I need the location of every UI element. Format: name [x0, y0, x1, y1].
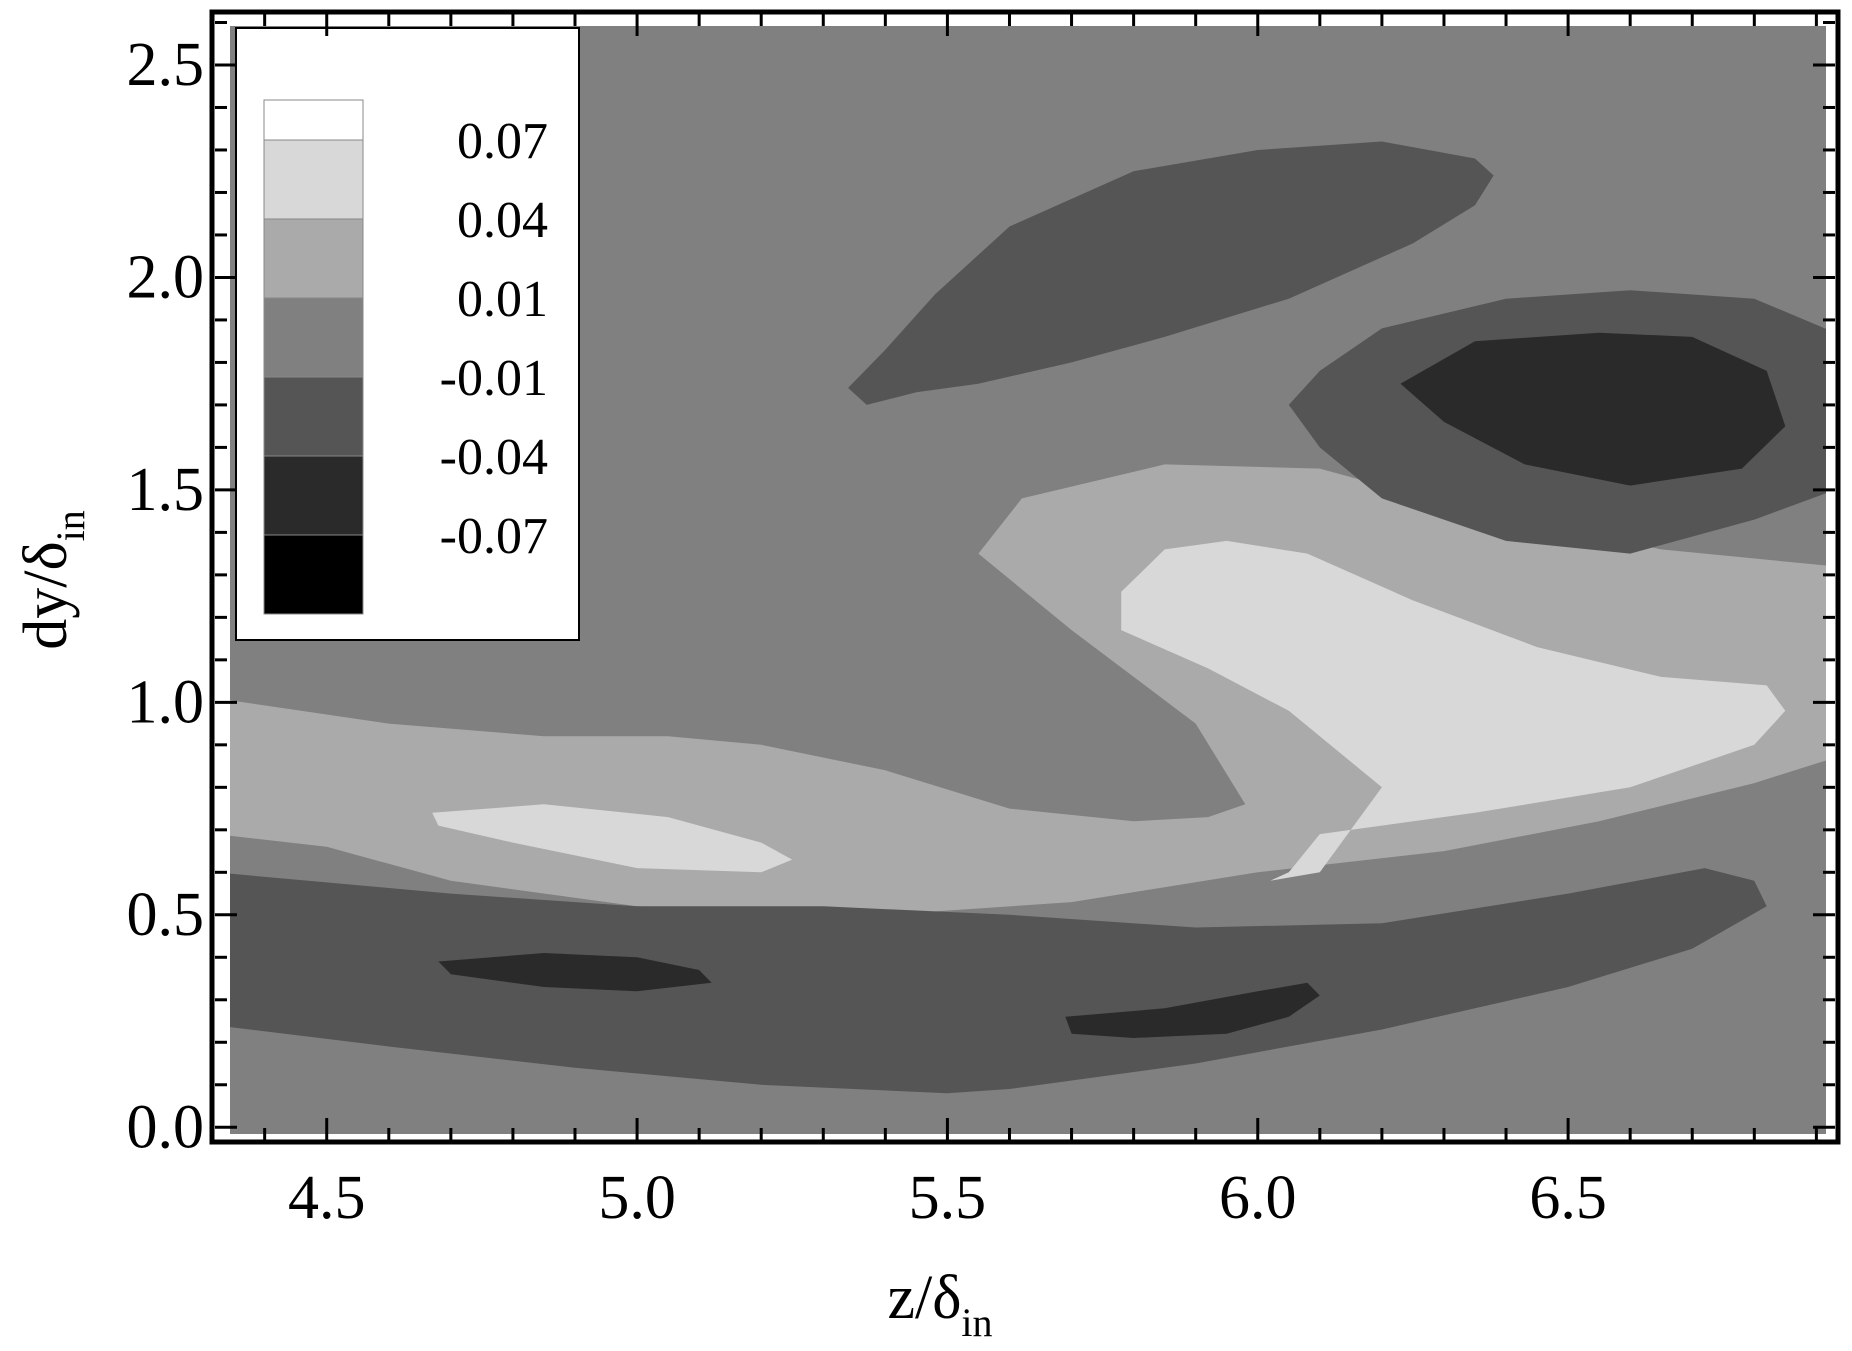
y-tick-label-4: 2.0 [127, 243, 205, 311]
legend-label-1: 0.04 [457, 192, 548, 249]
y-tick-label-2: 1.0 [127, 668, 205, 736]
y-axis-title-subscript: in [48, 510, 93, 541]
plot-frame [209, 9, 1841, 1145]
contour-region-8 [1121, 540, 1786, 881]
legend-label-2: 0.01 [457, 271, 548, 328]
legend-swatch-4 [263, 376, 364, 457]
legend-swatch-1 [263, 139, 364, 220]
contour-regions [230, 141, 1826, 1094]
x-tick-label-2: 5.5 [909, 1164, 987, 1232]
tick-labels: 4.5 5.0 5.5 6.0 6.5 0.0 0.5 1.0 1.5 2.0 2.5 [127, 31, 1607, 1232]
legend-swatch-5 [263, 455, 364, 536]
y-tick-label-3: 1.5 [127, 456, 205, 524]
legend-label-4: -0.04 [440, 429, 548, 486]
x-tick-label-4: 6.5 [1529, 1164, 1607, 1232]
axis-ticks [215, 14, 1835, 1140]
contour-region-4 [1400, 332, 1786, 486]
contour-region-5 [438, 953, 712, 992]
legend-label-3: -0.01 [440, 350, 548, 407]
legend-swatch-2 [263, 218, 364, 299]
y-axis-title-main: dy/δ [12, 541, 80, 649]
legend-label-0: 0.07 [457, 113, 548, 170]
y-axis-title: dy/δin [12, 510, 93, 650]
legend-swatch-0 [263, 99, 364, 141]
contour-region-7 [432, 804, 793, 873]
legend-swatch-3 [263, 297, 364, 378]
x-tick-label-3: 6.0 [1219, 1164, 1297, 1232]
x-tick-label-1: 5.0 [598, 1164, 676, 1232]
y-tick-label-1: 0.5 [127, 881, 205, 949]
contour-region-6 [1065, 982, 1320, 1038]
legend-label-5: -0.07 [440, 508, 548, 565]
contour-region-1 [230, 868, 1767, 1094]
legend: 0.07 0.04 0.01 -0.01 -0.04 -0.07 [235, 27, 580, 641]
x-tick-label-0: 4.5 [288, 1164, 366, 1232]
x-axis-title-subscript: in [961, 1300, 992, 1345]
legend-swatch-6 [263, 534, 364, 615]
y-tick-label-0: 0.0 [127, 1093, 205, 1161]
x-axis-title-main: z/δ [887, 1264, 961, 1332]
x-axis-title: z/δin [887, 1264, 992, 1345]
contour-region-2 [848, 141, 1494, 405]
y-tick-label-5: 2.5 [127, 31, 205, 99]
